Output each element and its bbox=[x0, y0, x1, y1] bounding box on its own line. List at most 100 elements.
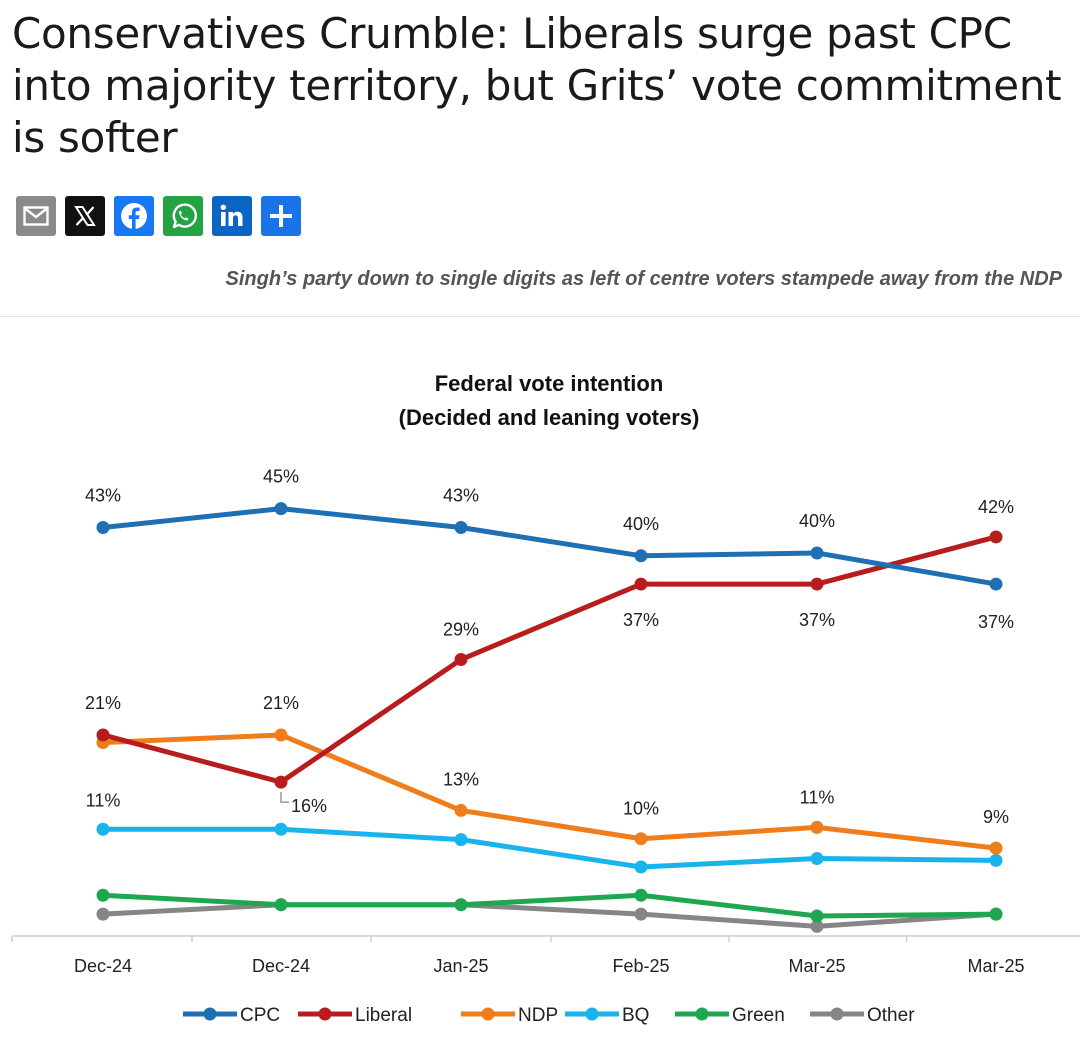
data-point-cpc bbox=[454, 521, 468, 535]
email-share-button[interactable] bbox=[16, 196, 56, 236]
data-label-ndp: 11% bbox=[800, 787, 835, 807]
legend-label: NDP bbox=[518, 1005, 558, 1026]
legend-label: Liberal bbox=[355, 1005, 412, 1026]
legend-marker bbox=[830, 1007, 844, 1021]
legend-marker bbox=[203, 1007, 217, 1021]
legend-label: CPC bbox=[240, 1005, 280, 1026]
x-tick-label: Mar-25 bbox=[967, 956, 1024, 976]
legend-label: Other bbox=[867, 1005, 915, 1026]
data-point-liberal bbox=[634, 577, 648, 591]
data-point-ndp bbox=[634, 832, 648, 846]
email-icon bbox=[23, 206, 49, 226]
legend-marker bbox=[481, 1007, 495, 1021]
article-subhead: Singh’s party down to single digits as l… bbox=[225, 268, 1062, 290]
section-divider bbox=[0, 316, 1080, 317]
label-leader-line bbox=[280, 792, 289, 803]
data-point-ndp bbox=[810, 820, 824, 834]
data-label-cpc: 43% bbox=[443, 486, 479, 506]
whatsapp-icon bbox=[172, 203, 197, 229]
legend-item-cpc: CPC bbox=[183, 1005, 280, 1026]
data-point-liberal bbox=[989, 530, 1003, 544]
series-cpc bbox=[96, 502, 1003, 591]
legend: CPC Liberal NDP BQ Green Other bbox=[183, 1005, 915, 1026]
chart-title: Federal vote intention bbox=[435, 371, 664, 396]
legend-label: Green bbox=[732, 1005, 785, 1026]
data-point-ndp bbox=[274, 728, 288, 742]
legend-item-liberal: Liberal bbox=[298, 1005, 412, 1026]
data-point-liberal bbox=[454, 653, 468, 667]
data-point-other bbox=[96, 907, 110, 921]
data-point-green bbox=[96, 888, 110, 902]
data-point-bq bbox=[989, 853, 1003, 867]
legend-item-ndp: NDP bbox=[461, 1005, 558, 1026]
data-label-bq: 11% bbox=[86, 790, 121, 810]
data-label-ndp: 13% bbox=[443, 769, 479, 789]
data-labels: 43% 45% 43% 40% 40% 37% 21% 16% 29% 37% 37% 42% 21% 1… bbox=[85, 467, 1014, 827]
series-line-bq bbox=[100, 826, 999, 870]
series-liberal bbox=[96, 530, 1003, 789]
legend-marker bbox=[318, 1007, 332, 1021]
article-headline: Conservatives Crumble: Liberals surge pa… bbox=[12, 9, 1062, 162]
series-green bbox=[96, 888, 1003, 923]
data-point-green bbox=[810, 909, 824, 923]
data-point-ndp bbox=[454, 803, 468, 817]
data-point-liberal bbox=[274, 775, 288, 789]
legend-marker bbox=[695, 1007, 709, 1021]
data-point-bq bbox=[274, 822, 288, 836]
more-share-button[interactable] bbox=[261, 196, 301, 236]
data-label-cpc: 40% bbox=[623, 514, 659, 534]
series-line-cpc bbox=[100, 506, 999, 587]
data-point-other bbox=[634, 907, 648, 921]
data-label-liberal: 16% bbox=[291, 796, 327, 816]
series-ndp bbox=[96, 728, 1003, 855]
data-point-bq bbox=[634, 860, 648, 874]
x-tick-label: Mar-25 bbox=[788, 956, 845, 976]
data-point-bq bbox=[96, 822, 110, 836]
data-label-cpc: 37% bbox=[978, 612, 1014, 632]
data-point-green bbox=[454, 898, 468, 912]
data-label-liberal: 37% bbox=[799, 610, 835, 630]
facebook-share-button[interactable] bbox=[114, 196, 154, 236]
x-tick-label: Jan-25 bbox=[433, 956, 488, 976]
share-plus-icon bbox=[270, 205, 292, 227]
data-label-ndp: 9% bbox=[983, 807, 1009, 827]
data-point-bq bbox=[810, 852, 824, 866]
x-icon bbox=[74, 206, 96, 226]
x-tick-label: Dec-24 bbox=[252, 956, 310, 976]
data-point-green bbox=[634, 888, 648, 902]
x-share-button[interactable] bbox=[65, 196, 105, 236]
data-point-cpc bbox=[274, 502, 288, 516]
data-label-ndp: 10% bbox=[623, 799, 659, 819]
data-label-liberal: 21% bbox=[85, 693, 121, 713]
data-label-cpc: 45% bbox=[263, 467, 299, 487]
series-line-other bbox=[100, 902, 999, 929]
data-label-liberal: 29% bbox=[443, 620, 479, 640]
series-line-liberal bbox=[100, 534, 999, 785]
data-point-other bbox=[810, 919, 824, 933]
data-point-bq bbox=[454, 833, 468, 847]
linkedin-icon bbox=[220, 204, 243, 226]
legend-item-green: Green bbox=[675, 1005, 785, 1026]
legend-label: BQ bbox=[622, 1005, 649, 1026]
x-tick-label: Feb-25 bbox=[612, 956, 669, 976]
data-point-green bbox=[274, 898, 288, 912]
data-label-ndp: 21% bbox=[263, 693, 299, 713]
x-tick-label: Dec-24 bbox=[74, 956, 132, 976]
data-point-cpc bbox=[96, 521, 110, 535]
facebook-icon bbox=[121, 203, 147, 229]
data-point-liberal bbox=[810, 577, 824, 591]
legend-item-other: Other bbox=[810, 1005, 915, 1026]
x-axis: Dec-24 Dec-24 Jan-25 Feb-25 Mar-25 Mar-25 bbox=[11, 935, 1080, 976]
data-label-cpc: 43% bbox=[85, 486, 121, 506]
series-lines bbox=[96, 502, 1003, 933]
data-point-cpc bbox=[634, 549, 648, 563]
data-point-liberal bbox=[96, 728, 110, 742]
data-point-ndp bbox=[989, 841, 1003, 855]
whatsapp-share-button[interactable] bbox=[163, 196, 203, 236]
data-label-cpc: 40% bbox=[799, 511, 835, 531]
linkedin-share-button[interactable] bbox=[212, 196, 252, 236]
data-point-cpc bbox=[810, 546, 824, 560]
chart-subtitle: (Decided and leaning voters) bbox=[399, 405, 700, 430]
series-line-green bbox=[100, 892, 999, 919]
